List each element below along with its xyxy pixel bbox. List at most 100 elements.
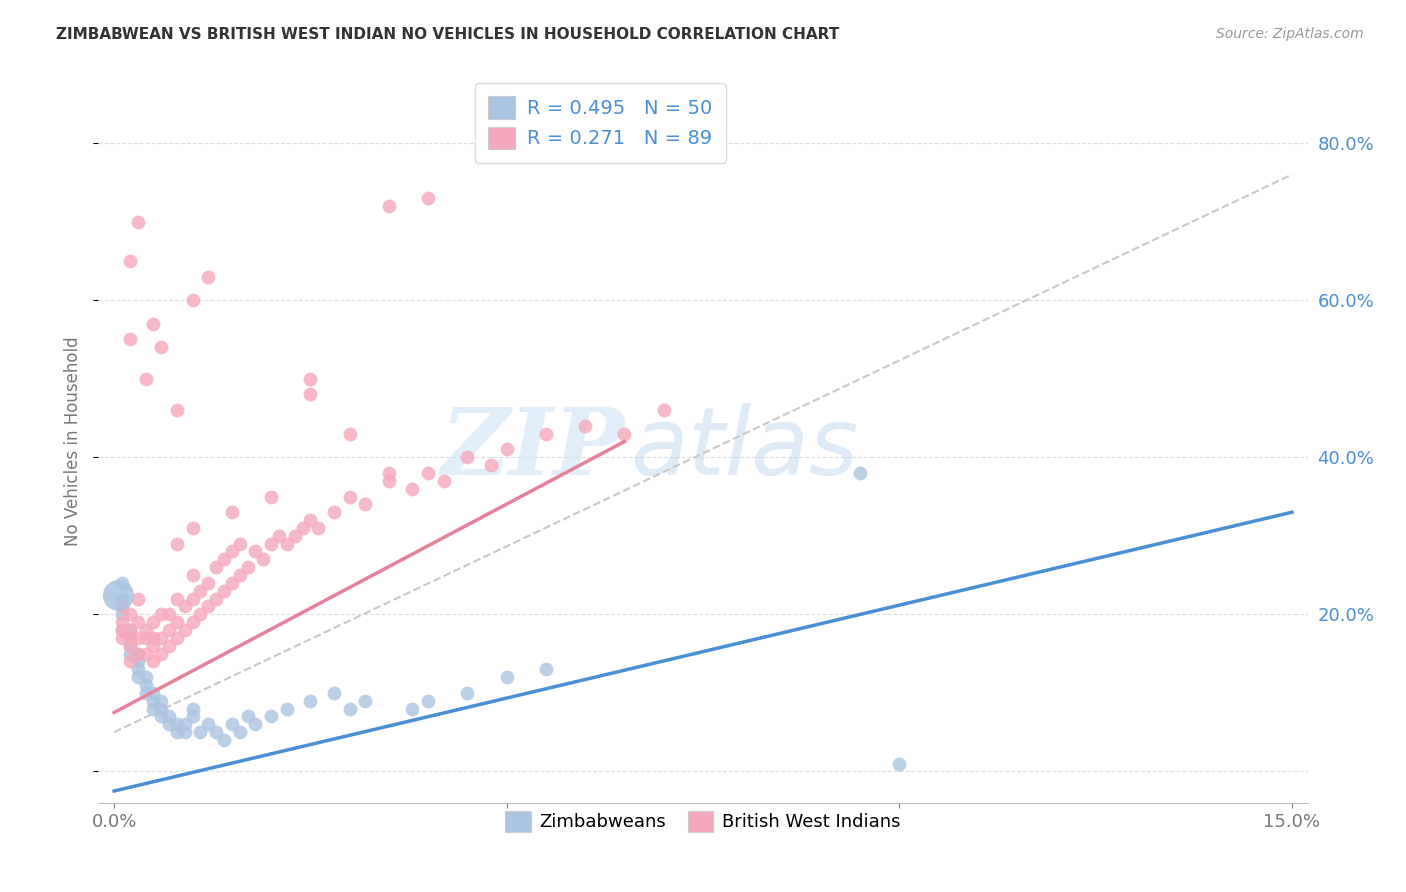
Point [142, 639, 165, 653]
Point [212, 552, 235, 566]
Point [181, 615, 204, 630]
Point [166, 591, 188, 606]
Point [190, 583, 212, 598]
Text: ZIMBABWEAN VS BRITISH WEST INDIAN NO VEHICLES IN HOUSEHOLD CORRELATION CHART: ZIMBABWEAN VS BRITISH WEST INDIAN NO VEH… [56, 27, 839, 42]
Point [111, 623, 134, 637]
Point [166, 717, 188, 731]
Point [127, 615, 149, 630]
Point [111, 607, 134, 622]
Point [276, 536, 298, 550]
Point [212, 583, 235, 598]
Point [291, 521, 314, 535]
Point [173, 599, 195, 614]
Point [118, 253, 141, 268]
Point [111, 591, 134, 606]
Point [236, 709, 259, 723]
Point [354, 694, 377, 708]
Point [150, 340, 173, 354]
Point [378, 466, 401, 480]
Point [111, 599, 134, 614]
Point [534, 662, 557, 676]
Point [107, 588, 129, 602]
Point [299, 513, 322, 527]
Point [181, 701, 204, 715]
Point [889, 756, 911, 771]
Point [157, 639, 180, 653]
Point [118, 639, 141, 653]
Point [205, 560, 228, 574]
Point [127, 655, 149, 669]
Point [118, 623, 141, 637]
Point [652, 403, 675, 417]
Point [157, 717, 180, 731]
Point [181, 591, 204, 606]
Point [111, 631, 134, 645]
Text: Source: ZipAtlas.com: Source: ZipAtlas.com [1216, 27, 1364, 41]
Point [127, 647, 149, 661]
Point [299, 694, 322, 708]
Point [197, 269, 219, 284]
Point [479, 458, 502, 472]
Point [118, 655, 141, 669]
Point [323, 686, 346, 700]
Point [221, 575, 243, 590]
Point [197, 717, 219, 731]
Point [118, 639, 141, 653]
Point [339, 426, 361, 441]
Point [339, 701, 361, 715]
Point [418, 191, 440, 205]
Point [142, 686, 165, 700]
Point [229, 568, 252, 582]
Point [534, 426, 557, 441]
Point [236, 560, 259, 574]
Point [613, 426, 636, 441]
Point [127, 670, 149, 684]
Point [339, 490, 361, 504]
Point [135, 372, 157, 386]
Point [401, 482, 423, 496]
Point [135, 686, 157, 700]
Point [166, 536, 188, 550]
Point [323, 505, 346, 519]
Point [245, 544, 267, 558]
Point [111, 615, 134, 630]
Point [142, 615, 165, 630]
Point [181, 293, 204, 308]
Point [456, 686, 478, 700]
Point [252, 552, 274, 566]
Point [127, 631, 149, 645]
Point [118, 631, 141, 645]
Point [245, 717, 267, 731]
Point [142, 317, 165, 331]
Point [229, 536, 252, 550]
Point [157, 709, 180, 723]
Point [166, 615, 188, 630]
Point [205, 591, 228, 606]
Point [166, 725, 188, 739]
Point [135, 631, 157, 645]
Point [229, 725, 252, 739]
Point [284, 529, 307, 543]
Point [111, 623, 134, 637]
Point [221, 505, 243, 519]
Point [150, 647, 173, 661]
Point [142, 655, 165, 669]
Point [190, 607, 212, 622]
Point [135, 678, 157, 692]
Point [142, 631, 165, 645]
Point [299, 372, 322, 386]
Point [118, 623, 141, 637]
Point [150, 701, 173, 715]
Point [190, 725, 212, 739]
Point [260, 709, 283, 723]
Point [495, 442, 517, 457]
Point [378, 199, 401, 213]
Point [135, 647, 157, 661]
Point [111, 575, 134, 590]
Point [173, 717, 195, 731]
Point [118, 333, 141, 347]
Point [157, 623, 180, 637]
Point [260, 490, 283, 504]
Point [118, 647, 141, 661]
Point [418, 466, 440, 480]
